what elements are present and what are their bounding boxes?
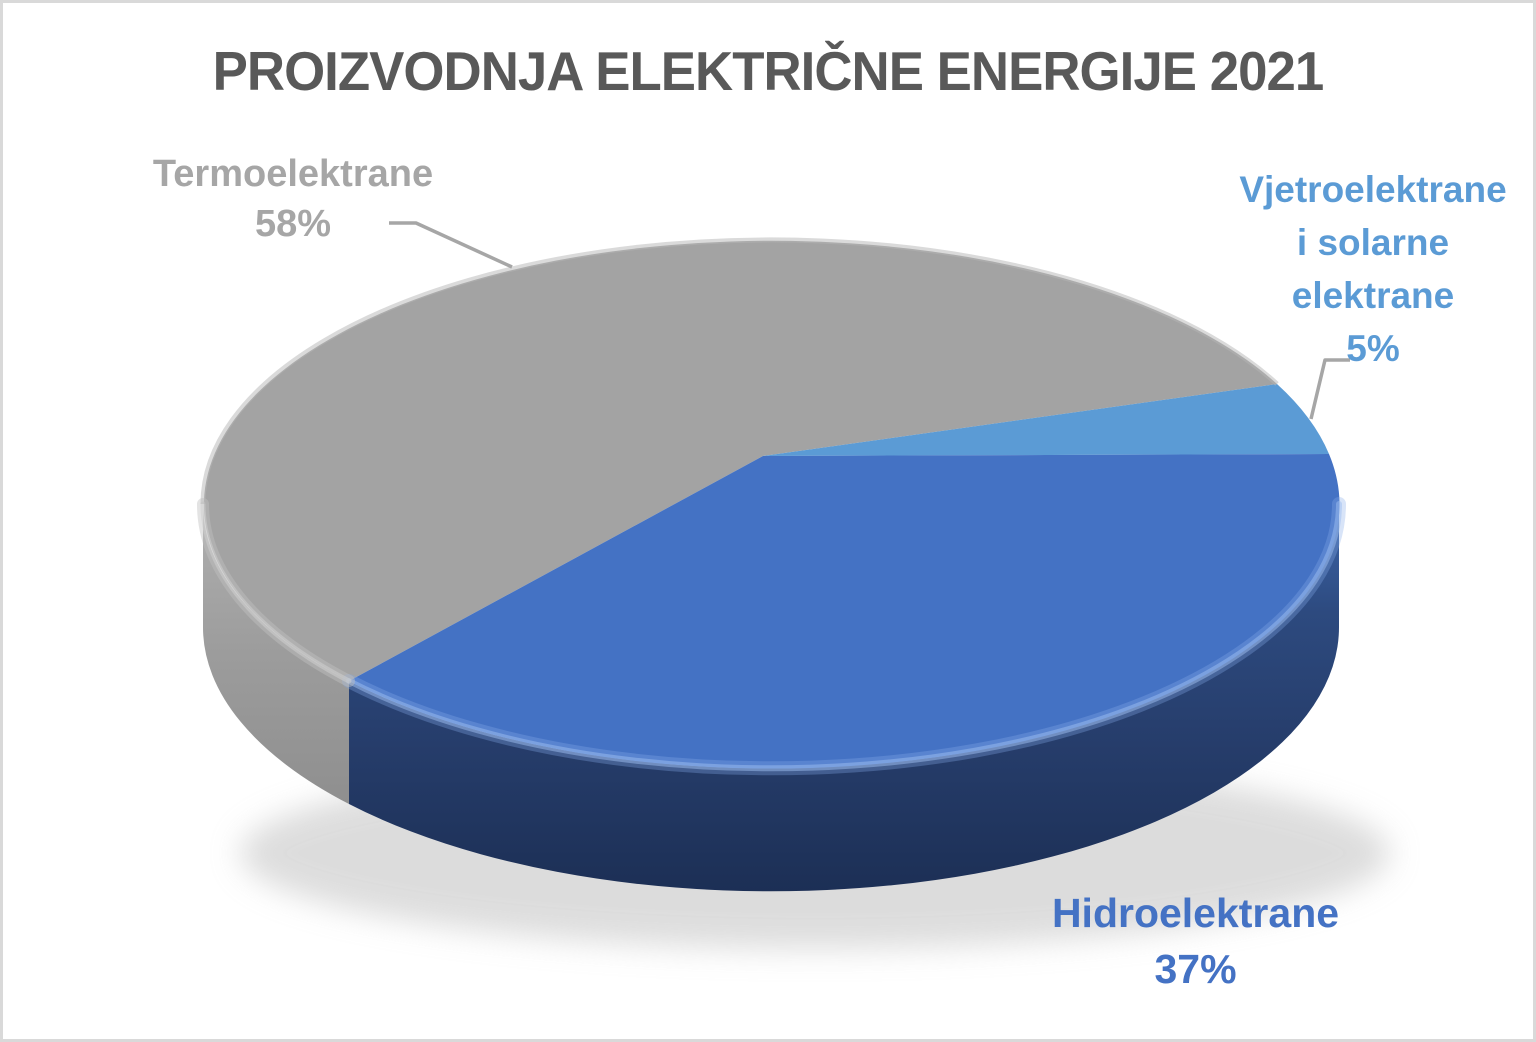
bevel-highlight-gray-top-edge — [200, 237, 1279, 505]
chart-title: PROIZVODNJA ELEKTRIČNE ENERGIJE 2021 — [212, 40, 1325, 102]
label-line: 58% — [254, 203, 332, 245]
label-line: 5% — [1346, 328, 1400, 369]
label-line: elektrane — [1291, 275, 1455, 316]
label-line: Termoelektrane — [152, 153, 434, 195]
label-line: i solarne — [1296, 222, 1450, 263]
label-line: Hidroelektrane — [1051, 890, 1340, 936]
leader-line-termoelektrane — [389, 221, 513, 269]
leader-line-vjetroelektrane — [1309, 358, 1350, 420]
pie-chart-svg — [196, 221, 1390, 949]
bevel-highlight-blue-rim-core — [346, 501, 1342, 772]
bevel-highlight-gray-rim-core — [200, 501, 352, 684]
pie-slice-termoelektrane — [203, 240, 1277, 681]
label-termoelektrane: Termoelektrane 58% — [123, 149, 463, 249]
pie-wall-hidroelektrane — [349, 504, 1340, 892]
label-hidroelektrane: Hidroelektrane 37% — [1008, 885, 1383, 997]
pie-wall-termoelektrane — [202, 504, 349, 804]
pie-slice-vjetroelektrane — [763, 384, 1329, 456]
pie-slice-hidroelektrane — [349, 454, 1340, 769]
label-line: 37% — [1154, 946, 1237, 992]
label-line: Vjetroelektrane — [1239, 169, 1507, 210]
label-vjetroelektrane: Vjetroelektrane i solarne elektrane 5% — [1208, 163, 1533, 375]
